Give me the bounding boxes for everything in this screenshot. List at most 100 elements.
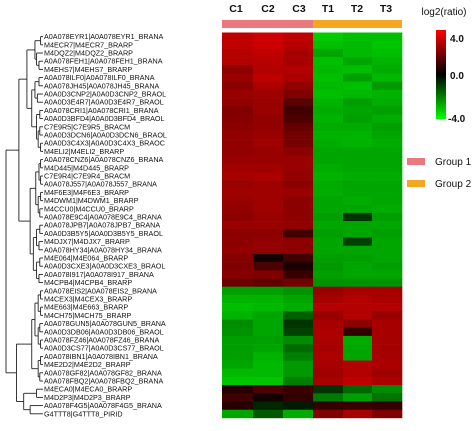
heatmap-cell [343,171,373,181]
column-labels: C1 C2 C3 T1 T2 T3 [229,3,392,15]
heatmap-cell [343,155,373,164]
heatmap-cell [283,122,314,132]
heatmap-cell [372,245,403,255]
heatmap-cell [313,253,344,263]
row-label: A0A078J557|A0A078J557_BRANA [44,180,157,189]
heatmap-cell [343,376,373,386]
heatmap-cell [283,327,314,337]
heatmap-cell [283,401,314,410]
row-label: M4E663|M4E663_BRARP [44,303,128,312]
heatmap-cell [313,155,344,164]
heatmap-cell [283,81,314,91]
heatmap-cell [222,360,254,369]
heatmap-cell [372,130,403,140]
heatmap-cell [313,335,344,345]
heatmap-cell [343,368,373,378]
heatmap-cell [313,294,344,304]
heatmap-cell [253,212,284,222]
row-label: A0A0D3CS77|A0A0D3CS77_BRAOL [44,344,164,353]
heatmap-cell [253,294,284,304]
heatmap-cell [372,311,403,320]
heatmap-cell [253,278,284,287]
row-label: M4D2P3|M4D2P3_BRARP [44,393,131,402]
heatmap-cell [313,212,344,222]
heatmap-cell [283,171,314,181]
heatmap-cell [343,393,373,402]
heatmap-cell [313,229,344,238]
heatmap-cell [372,139,403,148]
heatmap-cell [313,40,344,50]
heatmap-cell [372,368,403,378]
heatmap-cell [372,122,403,132]
heatmap-cell [222,73,254,82]
heatmap-cell [343,253,373,263]
heatmap-cell [222,163,254,173]
heatmap-cell [343,204,373,214]
heatmap-cell [343,81,373,91]
heatmap-cell [222,352,254,361]
heatmap-cell [372,303,403,312]
heatmap-cell [283,360,314,369]
heatmap-cell [372,180,403,189]
row-label: A0A078HY34|A0A078HY34_BRANA [44,245,162,254]
row-label: M4ECA0|M4ECA0_BRARP [44,385,132,394]
heatmap-cell [313,32,344,41]
heatmap-cell [372,376,403,386]
heatmap-cell [253,393,284,402]
heatmap-cell [372,147,403,156]
heatmap-cell [283,286,314,296]
heatmap-cell [313,130,344,140]
color-scale-title: log2(ratio) [421,7,466,18]
group-bar [283,20,313,28]
heatmap-cell [372,221,403,230]
heatmap-cell [343,237,373,246]
heatmap-cell [253,81,284,91]
heatmap-cell [372,237,403,246]
heatmap-cell [283,114,314,123]
heatmap-cell [222,147,254,156]
heatmap-cell [222,180,254,189]
group-bar [372,20,402,28]
heatmap-cell [283,48,314,58]
heatmap-cell [343,294,373,304]
heatmap-cell [222,335,254,345]
heatmap-cell [253,139,284,148]
heatmap-cell [343,409,373,419]
heatmap-cell [253,196,284,205]
heatmap-cell [313,262,344,271]
heatmap-cell [372,114,403,123]
heatmap-cell [222,311,254,320]
heatmap-cell [343,130,373,140]
heatmap-cell [343,139,373,148]
color-scale-bar [436,30,446,119]
heatmap-cell [343,212,373,222]
heatmap-cell [222,139,254,148]
heatmap-cell [253,237,284,246]
heatmap-cell [253,344,284,353]
heatmap-cell [372,40,403,50]
heatmap-cell [283,40,314,50]
heatmap-cell [222,319,254,328]
heatmap-cell [313,311,344,320]
heatmap-cell [222,327,254,337]
heatmap-cell [283,319,314,328]
heatmap-cell [283,106,314,115]
heatmap-cell [372,253,403,263]
group-legend-label: Group 2 [435,179,472,190]
heatmap-cell [253,65,284,74]
heatmap-cell [253,163,284,173]
heatmap-cell [253,262,284,271]
heatmap-cell [222,221,254,230]
heatmap-cell [253,319,284,328]
heatmap-cell [372,327,403,337]
row-label: A0A0D3DCN6|A0A0D3DCN6_BRAOL [44,130,167,139]
heatmap-cell [372,204,403,214]
heatmap-cell [283,188,314,197]
heatmap-cell [313,106,344,115]
heatmap-cell [372,73,403,82]
heatmap-cell [222,212,254,222]
heatmap-cell [343,106,373,115]
heatmap-cell [343,360,373,369]
heatmap-cell [343,188,373,197]
row-label: M4E2D2|M4E2D2_BRARP [44,360,131,369]
